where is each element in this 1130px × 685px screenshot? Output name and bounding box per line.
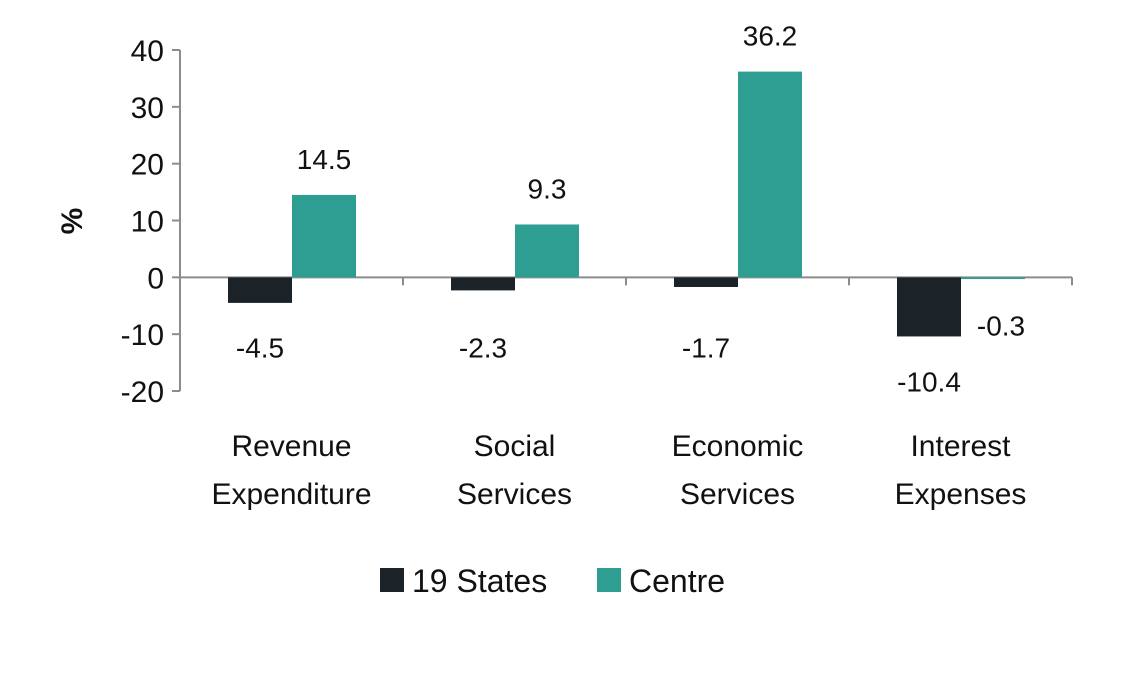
data-label: -10.4 bbox=[897, 366, 961, 397]
y-tick-label: 0 bbox=[147, 262, 164, 295]
data-label: -4.5 bbox=[236, 332, 284, 363]
legend-label: 19 States bbox=[412, 563, 547, 599]
y-tick-label: 30 bbox=[131, 92, 164, 125]
x-tick-label: Revenue bbox=[231, 430, 351, 463]
data-label: 36.2 bbox=[743, 21, 798, 52]
data-label: -2.3 bbox=[459, 332, 507, 363]
x-tick-label: Social bbox=[474, 430, 556, 463]
bars bbox=[228, 71, 1025, 337]
bar-states bbox=[451, 277, 515, 291]
bar-states bbox=[897, 277, 961, 337]
bar-states bbox=[674, 277, 738, 287]
x-tick-label: Expenses bbox=[895, 478, 1027, 511]
data-label: 14.5 bbox=[297, 144, 352, 175]
x-tick-label: Economic bbox=[672, 430, 804, 463]
data-label: 9.3 bbox=[528, 173, 567, 204]
data-labels: -4.5 -2.3 -1.7 -10.4 14.5 9.3 36.2 -0.3 bbox=[236, 21, 1025, 398]
data-label: -0.3 bbox=[977, 310, 1025, 341]
legend-swatch bbox=[597, 568, 621, 592]
y-axis-title: % bbox=[56, 208, 89, 235]
bar-states bbox=[228, 277, 292, 303]
legend-label: Centre bbox=[629, 563, 725, 599]
y-tick-label: -10 bbox=[121, 319, 164, 352]
x-tick-label: Services bbox=[680, 478, 795, 511]
y-tick-label: 10 bbox=[131, 206, 164, 239]
x-tick-label: Expenditure bbox=[211, 478, 371, 511]
x-tick-label: Services bbox=[457, 478, 572, 511]
y-tick-label: 20 bbox=[131, 149, 164, 182]
x-tick-label: Interest bbox=[910, 430, 1011, 463]
bar-centre bbox=[961, 277, 1025, 280]
bar-centre bbox=[738, 71, 802, 278]
legend-swatch bbox=[380, 568, 404, 592]
category-labels: Revenue Expenditure Social Services Economic… bbox=[211, 430, 1026, 511]
legend: 19 States Centre bbox=[380, 563, 725, 599]
bar-centre bbox=[292, 194, 356, 278]
y-tick-label: 40 bbox=[131, 35, 164, 68]
y-axis: 40 30 20 10 0 -10 -20 bbox=[121, 35, 181, 409]
bar-centre bbox=[515, 224, 579, 278]
y-tick-label: -20 bbox=[121, 376, 164, 409]
data-label: -1.7 bbox=[682, 332, 730, 363]
